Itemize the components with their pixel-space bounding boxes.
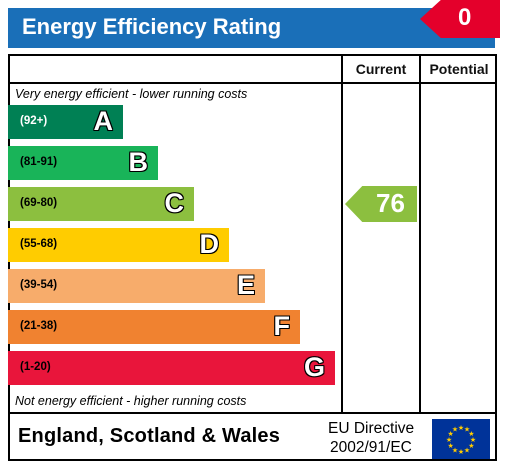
band-range-label: (39-54) [20, 279, 58, 291]
eu-star: ★ [470, 436, 476, 444]
eu-star: ★ [468, 430, 474, 438]
note-inefficient: Not energy efficient - higher running co… [15, 394, 247, 408]
band-letter: A [93, 106, 114, 136]
rating-flag-value: 0 [458, 4, 472, 31]
band-b: (81-91) B [8, 146, 158, 180]
band-d: (55-68) D [8, 228, 229, 262]
eu-star: ★ [458, 448, 464, 456]
band-e: (39-54) E [8, 269, 265, 303]
current-rating-value: 76 [376, 188, 405, 218]
band-range-label: (21-38) [20, 320, 58, 332]
eu-directive-number: 2002/91/EC [330, 439, 412, 456]
band-a: (92+) A [8, 105, 123, 139]
eu-star: ★ [464, 426, 470, 434]
divider-potential [419, 54, 421, 414]
band-range-label: (55-68) [20, 238, 58, 250]
header-divider [8, 82, 497, 84]
eu-star: ★ [452, 426, 458, 434]
band-range-label: (81-91) [20, 156, 58, 168]
band-c: (69-80) C [8, 187, 194, 221]
band-letter: F [273, 311, 291, 341]
band-letter: C [164, 188, 185, 218]
footer-region: England, Scotland & Wales [18, 425, 281, 447]
note-efficient: Very energy efficient - lower running co… [15, 87, 248, 101]
band-range-label: (69-80) [20, 197, 58, 209]
band-g: (1-20) G [8, 351, 335, 385]
eu-flag-icon: ★ ★ ★ ★ ★ ★ ★ ★ ★ ★ ★ ★ [432, 419, 490, 459]
band-f: (21-38) F [8, 310, 300, 344]
band-range-label: (1-20) [20, 361, 51, 373]
divider-current [341, 54, 343, 414]
eu-star: ★ [468, 442, 474, 450]
eu-star: ★ [446, 436, 452, 444]
eu-star: ★ [452, 446, 458, 454]
column-header-potential: Potential [429, 61, 489, 77]
band-letter: E [236, 270, 255, 300]
title-bar [8, 8, 495, 48]
eu-stars: ★ ★★★★★★★★★★★ [446, 424, 476, 456]
page-title: Energy Efficiency Rating [22, 14, 282, 39]
footer-divider [8, 412, 497, 414]
band-letter: G [303, 352, 325, 382]
band-letter: B [128, 147, 149, 177]
eu-star: ★ [447, 442, 453, 450]
band-letter: D [199, 229, 220, 259]
eu-directive-label: EU Directive [328, 420, 415, 437]
current-rating-marker [345, 186, 417, 222]
column-header-current: Current [355, 61, 407, 77]
eu-star: ★ [447, 430, 453, 438]
eu-star: ★ [458, 424, 464, 432]
eu-star: ★ [464, 446, 470, 454]
band-range-label: (92+) [20, 115, 48, 127]
